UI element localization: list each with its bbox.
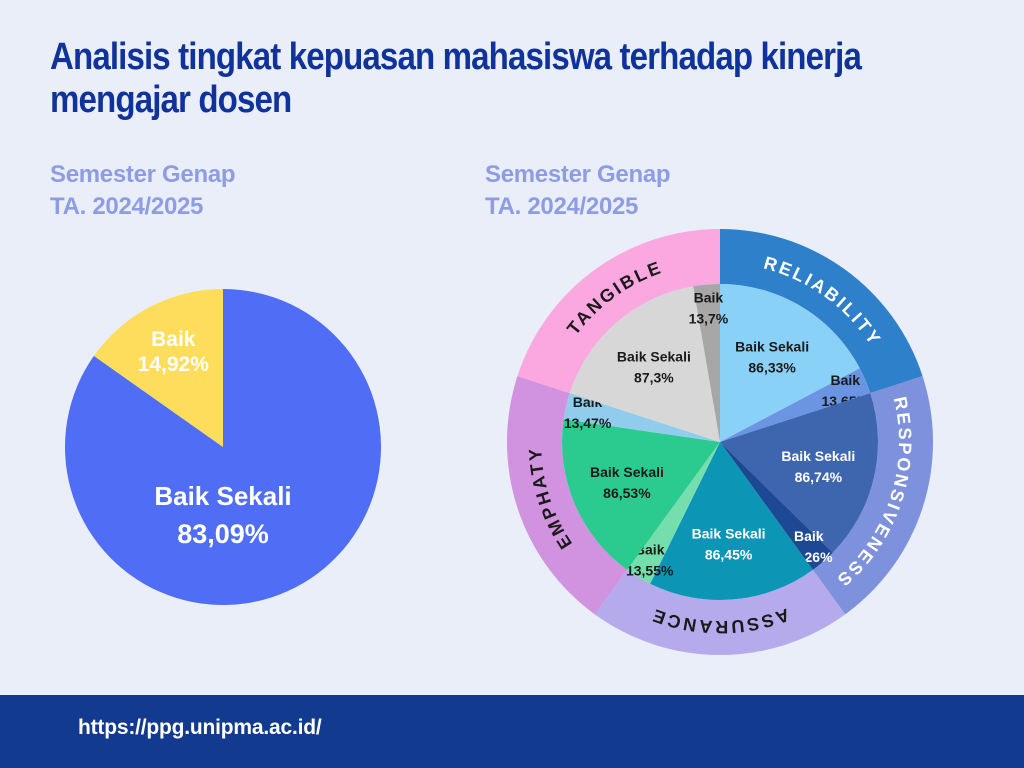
page-title-line-1: Analisis tingkat kepuasan mahasiswa terh…: [50, 36, 862, 78]
right-chart-subtitle-line-2: TA. 2024/2025: [485, 193, 639, 220]
service-dimension-sunburst-chart: Baik Sekali 86,33%Baik 13,65%Baik Sekali 86…: [507, 229, 933, 655]
left-chart-subtitle-line-1: Semester Genap: [50, 161, 236, 188]
sunburst-segment-emphaty-baik: [563, 393, 720, 442]
sunburst-segment-reliability-baik-sekali: [720, 284, 860, 442]
segment-label-reliability-baik-sekali-text: Baik Sekali: [735, 339, 809, 355]
segment-label-responsiveness-baik-sekali-text: Baik Sekali: [781, 448, 855, 464]
segment-label-reliability-baik-sekali-value: 86,33%: [748, 360, 796, 376]
sunburst-segment-assurance-baik-sekali: [650, 442, 813, 600]
segment-label-emphaty-baik-value: 13,47%: [564, 415, 612, 431]
pie-label-baik-sekali-value: 83,09%: [177, 519, 269, 549]
right-chart-subtitle-line-1: Semester Genap: [485, 161, 671, 188]
pie-label-baik-text: Baik: [151, 328, 196, 351]
pie-label-baik: Baik 14,92%: [138, 328, 210, 376]
right-chart-subtitle: Semester Genap TA. 2024/2025: [485, 159, 671, 223]
sunburst-segment-assurance-baik: [627, 442, 720, 584]
segment-label-responsiveness-baik-sekali-value: 86,74%: [795, 469, 843, 485]
sunburst-segment-reliability-baik: [720, 368, 871, 442]
segment-label-responsiveness-baik-sekali: Baik Sekali 86,74%: [781, 448, 855, 485]
footer-bar: https://ppg.unipma.ac.id/: [0, 695, 1024, 768]
segment-label-reliability-baik-sekali: Baik Sekali 86,33%: [735, 339, 809, 376]
segment-label-assurance-baik-value: 13,55%: [626, 562, 674, 578]
sunburst-ring-responsiveness: [812, 376, 933, 615]
page-title-line-2: mengajar dosen: [50, 79, 292, 121]
pie-label-baik-sekali: Baik Sekali 83,09%: [154, 481, 291, 549]
page-title: Analisis tingkat kepuasan mahasiswa terh…: [50, 36, 920, 122]
pie-slice-baik-sekali: [64, 289, 382, 605]
sunburst-segment-responsiveness-baik: [720, 442, 833, 570]
segment-label-tangible-baik: Baik 13,7%: [689, 289, 729, 326]
segment-label-assurance-baik-sekali: Baik Sekali 86,45%: [692, 526, 766, 563]
segment-label-tangible-baik-sekali-text: Baik Sekali: [617, 349, 691, 365]
overall-satisfaction-pie-chart: Baik Sekali 83,09% Baik 14,92%: [64, 289, 382, 605]
segment-label-tangible-baik-sekali: Baik Sekali 87,3%: [617, 349, 691, 386]
segment-label-tangible-baik-value: 13,7%: [689, 310, 729, 326]
pie-label-baik-value: 14,92%: [138, 353, 210, 376]
sunburst-ring-emphaty: [507, 376, 628, 615]
segment-label-tangible-baik-sekali-value: 87,3%: [634, 370, 674, 386]
segment-label-tangible-baik-text: Baik: [694, 289, 724, 305]
sunburst-ring-reliability: [720, 229, 923, 394]
segment-label-responsiveness-baik-text: Baik: [794, 528, 824, 544]
pie-label-baik-sekali-text: Baik Sekali: [154, 481, 291, 511]
sunburst-ring-tangible: [517, 229, 720, 394]
segment-label-emphaty-baik-sekali: Baik Sekali 86,53%: [590, 464, 664, 501]
website-url: https://ppg.unipma.ac.id/: [78, 715, 322, 739]
left-chart-subtitle-line-2: TA. 2024/2025: [50, 193, 204, 220]
sunburst-segment-emphaty-baik-sekali: [562, 419, 720, 570]
segment-label-assurance-baik-sekali-value: 86,45%: [705, 547, 753, 563]
segment-label-assurance-baik-sekali-text: Baik Sekali: [692, 526, 766, 542]
pie-slice-baik: [93, 289, 223, 447]
sunburst-segment-tangible-baik: [693, 284, 720, 442]
sunburst-segment-responsiveness-baik-sekali: [720, 393, 878, 553]
segment-label-emphaty-baik-sekali-text: Baik Sekali: [590, 464, 664, 480]
segment-label-emphaty-baik-sekali-value: 86,53%: [603, 485, 651, 501]
sunburst-segment-tangible-baik-sekali: [569, 286, 720, 442]
sunburst-ring-assurance: [594, 569, 846, 655]
left-chart-subtitle: Semester Genap TA. 2024/2025: [50, 159, 236, 223]
segment-label-reliability-baik-text: Baik: [830, 372, 860, 388]
